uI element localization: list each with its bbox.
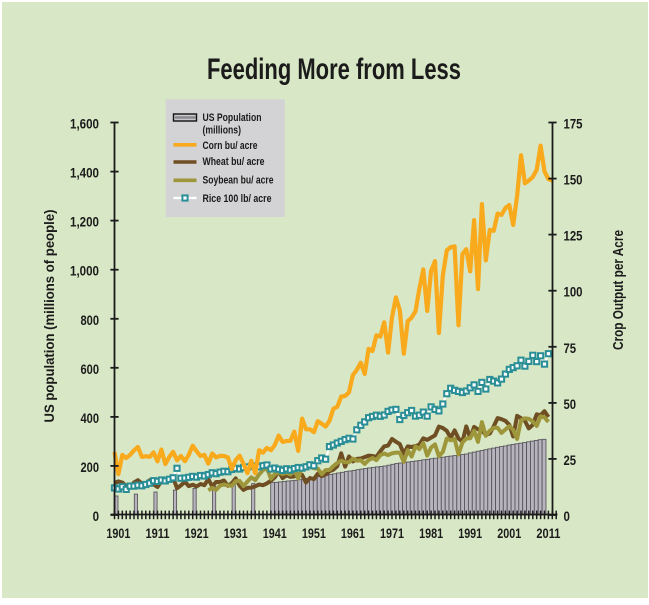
svg-text:200: 200 — [81, 459, 100, 475]
svg-text:1971: 1971 — [380, 525, 404, 541]
svg-text:1951: 1951 — [302, 525, 326, 541]
svg-text:US Population: US Population — [203, 112, 262, 124]
svg-text:Crop Output per Acre: Crop Output per Acre — [611, 230, 627, 350]
svg-text:175: 175 — [564, 116, 583, 132]
svg-text:US population (millions of peo: US population (millions of people) — [41, 210, 57, 423]
svg-text:125: 125 — [564, 228, 583, 244]
svg-text:50: 50 — [564, 396, 577, 412]
svg-text:100: 100 — [564, 284, 583, 300]
svg-text:25: 25 — [564, 452, 577, 468]
svg-text:1921: 1921 — [185, 525, 209, 541]
svg-text:2001: 2001 — [497, 525, 521, 541]
svg-text:1911: 1911 — [146, 525, 170, 541]
svg-text:1961: 1961 — [341, 525, 365, 541]
svg-text:0: 0 — [564, 508, 571, 524]
svg-text:(millions): (millions) — [203, 124, 242, 136]
svg-text:800: 800 — [81, 312, 100, 328]
svg-text:1941: 1941 — [263, 525, 287, 541]
svg-text:1,400: 1,400 — [70, 165, 99, 181]
svg-text:Soybean bu/ acre: Soybean bu/ acre — [203, 175, 274, 187]
svg-text:1991: 1991 — [458, 525, 482, 541]
svg-text:Corn bu/ acre: Corn bu/ acre — [203, 140, 258, 152]
svg-text:1,000: 1,000 — [70, 263, 99, 279]
svg-text:0: 0 — [93, 508, 100, 524]
svg-text:75: 75 — [564, 340, 577, 356]
svg-text:1931: 1931 — [224, 525, 248, 541]
svg-text:Feeding More from Less: Feeding More from Less — [207, 53, 461, 86]
svg-text:2011: 2011 — [536, 525, 560, 541]
svg-text:600: 600 — [81, 361, 100, 377]
svg-text:1901: 1901 — [106, 525, 130, 541]
svg-text:150: 150 — [564, 172, 583, 188]
svg-text:400: 400 — [81, 410, 100, 426]
svg-text:Rice 100 lb/ acre: Rice 100 lb/ acre — [203, 193, 272, 205]
svg-text:1,600: 1,600 — [70, 116, 99, 132]
svg-text:1981: 1981 — [419, 525, 443, 541]
svg-text:1,200: 1,200 — [70, 214, 99, 230]
svg-text:Wheat bu/ acre: Wheat bu/ acre — [203, 156, 265, 168]
